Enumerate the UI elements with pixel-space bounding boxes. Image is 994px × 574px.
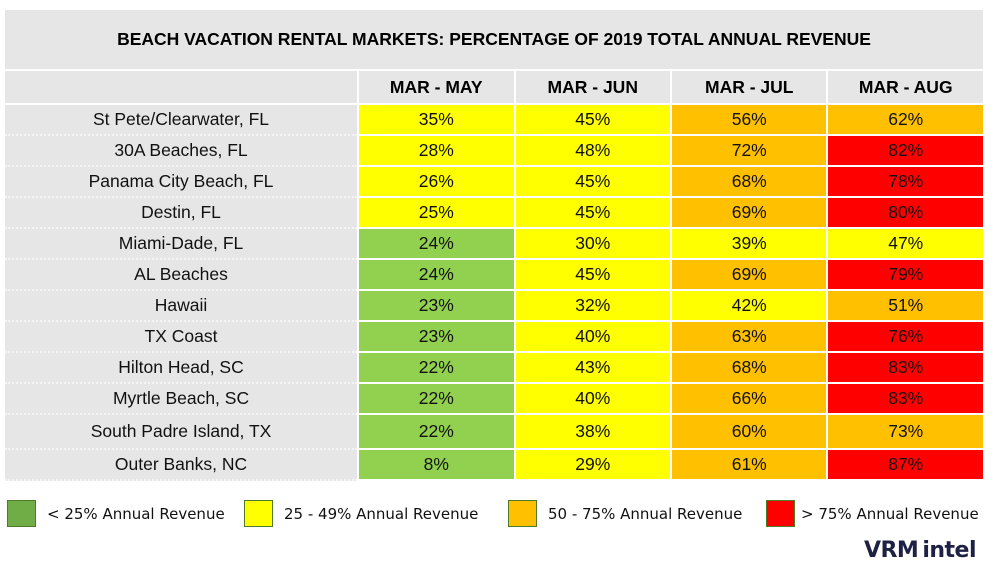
value-cell: 23% <box>357 291 514 322</box>
value-cell: 51% <box>826 291 983 322</box>
legend-item-green: < 25% Annual Revenue <box>7 500 225 527</box>
value-cell: 68% <box>670 167 827 198</box>
column-header-mar-jul: MAR - JUL <box>670 71 827 105</box>
header-row: MAR - MAY MAR - JUN MAR - JUL MAR - AUG <box>5 71 983 105</box>
value-cell: 62% <box>826 105 983 136</box>
column-header-mar-aug: MAR - AUG <box>826 71 983 105</box>
market-name: AL Beaches <box>5 260 358 291</box>
legend-swatch-green <box>7 500 36 527</box>
market-name: 30A Beaches, FL <box>5 136 358 167</box>
market-name: Outer Banks, NC <box>5 450 358 481</box>
table-body: St Pete/Clearwater, FL 35% 45% 56% 62% 30A Be… <box>5 105 983 481</box>
value-cell: 45% <box>513 260 670 291</box>
market-name: Panama City Beach, FL <box>5 167 358 198</box>
value-cell: 80% <box>826 198 983 229</box>
value-cell: 82% <box>826 136 983 167</box>
table-title: BEACH VACATION RENTAL MARKETS: PERCENTAG… <box>5 10 983 71</box>
value-cell: 25% <box>357 198 514 229</box>
market-name: Hilton Head, SC <box>5 353 358 384</box>
value-cell: 22% <box>357 353 514 384</box>
logo-part-intel: intel <box>922 538 976 563</box>
legend-item-orange: 50 - 75% Annual Revenue <box>508 500 742 527</box>
legend-swatch-yellow <box>244 500 273 527</box>
value-cell: 45% <box>513 105 670 136</box>
value-cell: 72% <box>670 136 827 167</box>
value-cell: 22% <box>357 415 514 450</box>
value-cell: 24% <box>357 229 514 260</box>
value-cell: 78% <box>826 167 983 198</box>
market-name: St Pete/Clearwater, FL <box>5 105 358 136</box>
value-cell: 29% <box>513 450 670 481</box>
table-row: Hilton Head, SC 22% 43% 68% 83% <box>5 353 983 384</box>
market-name: Destin, FL <box>5 198 358 229</box>
value-cell: 69% <box>670 198 827 229</box>
legend-label: < 25% Annual Revenue <box>47 504 225 523</box>
table-row: Hawaii 23% 32% 42% 51% <box>5 291 983 322</box>
legend-item-yellow: 25 - 49% Annual Revenue <box>244 500 478 527</box>
value-cell: 66% <box>670 384 827 415</box>
market-name: South Padre Island, TX <box>5 415 358 450</box>
column-header-market <box>5 71 358 105</box>
market-name: Miami-Dade, FL <box>5 229 358 260</box>
value-cell: 26% <box>357 167 514 198</box>
table-row: AL Beaches 24% 45% 69% 79% <box>5 260 983 291</box>
legend-label: 50 - 75% Annual Revenue <box>548 504 743 523</box>
value-cell: 40% <box>513 384 670 415</box>
table-row: 30A Beaches, FL 28% 48% 72% 82% <box>5 136 983 167</box>
legend-item-red: > 75% Annual Revenue <box>766 500 979 527</box>
value-cell: 8% <box>357 450 514 481</box>
value-cell: 69% <box>670 260 827 291</box>
value-cell: 45% <box>513 167 670 198</box>
value-cell: 76% <box>826 322 983 353</box>
value-cell: 47% <box>826 229 983 260</box>
value-cell: 30% <box>513 229 670 260</box>
table-row: St Pete/Clearwater, FL 35% 45% 56% 62% <box>5 105 983 136</box>
value-cell: 83% <box>826 353 983 384</box>
value-cell: 68% <box>670 353 827 384</box>
table-row: Panama City Beach, FL 26% 45% 68% 78% <box>5 167 983 198</box>
value-cell: 87% <box>826 450 983 481</box>
value-cell: 35% <box>357 105 514 136</box>
value-cell: 63% <box>670 322 827 353</box>
revenue-table: BEACH VACATION RENTAL MARKETS: PERCENTAG… <box>5 10 983 481</box>
value-cell: 79% <box>826 260 983 291</box>
column-header-mar-jun: MAR - JUN <box>513 71 670 105</box>
value-cell: 38% <box>513 415 670 450</box>
value-cell: 24% <box>357 260 514 291</box>
value-cell: 61% <box>670 450 827 481</box>
value-cell: 23% <box>357 322 514 353</box>
value-cell: 32% <box>513 291 670 322</box>
value-cell: 56% <box>670 105 827 136</box>
value-cell: 60% <box>670 415 827 450</box>
value-cell: 48% <box>513 136 670 167</box>
table-row: Outer Banks, NC 8% 29% 61% 87% <box>5 450 983 481</box>
table-row: Miami-Dade, FL 24% 30% 39% 47% <box>5 229 983 260</box>
value-cell: 22% <box>357 384 514 415</box>
logo-part-vrm: VRM <box>863 538 919 563</box>
legend-swatch-red <box>766 500 795 527</box>
value-cell: 42% <box>670 291 827 322</box>
column-header-mar-may: MAR - MAY <box>357 71 514 105</box>
table-row: Destin, FL 25% 45% 69% 80% <box>5 198 983 229</box>
value-cell: 40% <box>513 322 670 353</box>
value-cell: 45% <box>513 198 670 229</box>
legend-label: > 75% Annual Revenue <box>801 504 979 523</box>
table-row: Myrtle Beach, SC 22% 40% 66% 83% <box>5 384 983 415</box>
value-cell: 83% <box>826 384 983 415</box>
table-row: South Padre Island, TX 22% 38% 60% 73% <box>5 415 983 450</box>
legend-label: 25 - 49% Annual Revenue <box>284 504 479 523</box>
market-name: Myrtle Beach, SC <box>5 384 358 415</box>
legend: < 25% Annual Revenue 25 - 49% Annual Rev… <box>0 500 994 540</box>
value-cell: 39% <box>670 229 827 260</box>
table-row: TX Coast 23% 40% 63% 76% <box>5 322 983 353</box>
vrm-intel-logo: VRM intel <box>863 538 977 563</box>
value-cell: 28% <box>357 136 514 167</box>
market-name: Hawaii <box>5 291 358 322</box>
market-name: TX Coast <box>5 322 358 353</box>
legend-swatch-orange <box>508 500 537 527</box>
value-cell: 43% <box>513 353 670 384</box>
value-cell: 73% <box>826 415 983 450</box>
